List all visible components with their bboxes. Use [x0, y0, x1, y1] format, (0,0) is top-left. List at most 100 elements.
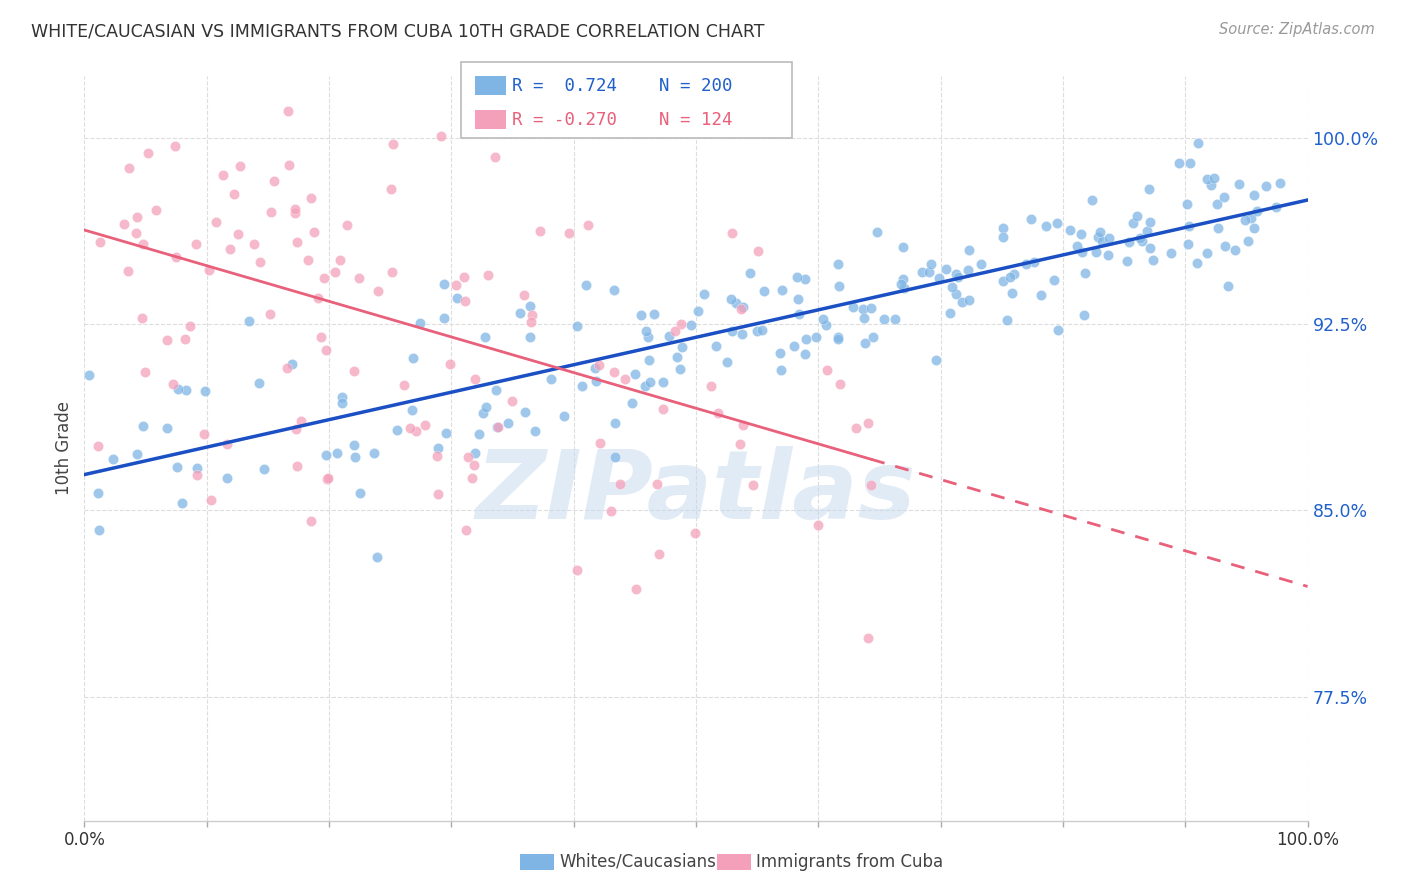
Point	[856, 417, 879, 431]
Point	[1046, 322, 1069, 336]
Point	[624, 582, 647, 597]
Point	[399, 421, 422, 435]
Point	[841, 300, 863, 314]
Point	[634, 324, 657, 338]
Point	[1074, 266, 1097, 280]
Point	[1115, 254, 1137, 268]
Point	[200, 493, 222, 508]
Point	[946, 270, 969, 285]
Point	[285, 235, 308, 249]
Point	[464, 446, 486, 460]
Point	[77, 368, 100, 382]
Point	[456, 523, 478, 537]
Point	[733, 418, 755, 433]
Point	[1197, 246, 1219, 260]
Point	[217, 437, 239, 451]
Point	[860, 301, 883, 316]
Point	[212, 168, 235, 182]
Point	[787, 307, 810, 321]
Point	[529, 224, 551, 238]
Point	[430, 129, 453, 144]
Point	[120, 56, 142, 70]
Point	[862, 330, 884, 344]
Point	[174, 383, 197, 397]
Point	[807, 518, 830, 533]
Point	[1098, 231, 1121, 245]
Point	[380, 182, 402, 196]
Point	[259, 307, 281, 321]
Point	[485, 384, 508, 398]
Point	[247, 376, 270, 390]
Point	[523, 424, 546, 438]
Point	[553, 409, 575, 423]
Point	[366, 549, 388, 564]
Point	[605, 416, 627, 430]
Point	[883, 312, 905, 326]
Point	[872, 312, 894, 326]
Point	[311, 330, 333, 344]
Point	[1139, 241, 1161, 255]
Point	[1199, 178, 1222, 192]
Point	[1216, 278, 1239, 293]
Point	[1059, 222, 1081, 236]
Point	[941, 280, 963, 294]
Point	[330, 396, 353, 410]
Point	[814, 318, 837, 332]
Point	[156, 421, 179, 435]
Point	[520, 308, 543, 322]
Text: Immigrants from Cuba: Immigrants from Cuba	[756, 853, 943, 871]
Point	[302, 225, 325, 239]
Point	[794, 347, 817, 361]
Point	[252, 462, 274, 476]
Point	[87, 439, 110, 453]
Point	[1081, 193, 1104, 207]
Point	[910, 265, 932, 279]
Point	[343, 364, 366, 378]
Point	[721, 226, 744, 240]
Point	[461, 471, 484, 485]
Point	[1213, 239, 1236, 253]
Point	[226, 227, 249, 241]
Point	[434, 426, 457, 441]
Point	[693, 287, 716, 301]
Point	[853, 310, 876, 325]
Point	[1088, 225, 1111, 239]
Point	[699, 378, 721, 392]
Point	[679, 318, 702, 333]
Point	[165, 250, 187, 264]
Point	[945, 268, 967, 282]
Point	[853, 335, 876, 350]
Point	[87, 486, 110, 500]
Point	[156, 333, 179, 347]
Point	[738, 266, 761, 280]
Point	[643, 306, 665, 320]
Point	[1265, 200, 1288, 214]
Point	[683, 526, 706, 541]
Point	[457, 450, 479, 465]
Point	[186, 467, 208, 482]
Point	[731, 326, 754, 341]
Point	[426, 449, 449, 463]
Point	[925, 352, 948, 367]
Point	[299, 191, 322, 205]
Point	[565, 319, 588, 334]
Point	[945, 287, 967, 301]
Point	[827, 258, 849, 272]
Point	[1240, 211, 1263, 226]
Point	[484, 150, 506, 164]
Point	[330, 390, 353, 404]
Point	[957, 293, 980, 308]
Point	[1178, 155, 1201, 169]
Point	[827, 330, 849, 344]
Point	[583, 361, 606, 376]
Point	[468, 427, 491, 442]
Point	[1087, 230, 1109, 244]
Point	[238, 313, 260, 327]
Point	[260, 204, 283, 219]
Point	[520, 315, 543, 329]
Point	[409, 316, 432, 330]
Point	[769, 345, 792, 359]
Point	[648, 547, 671, 561]
Point	[1268, 176, 1291, 190]
Point	[565, 563, 588, 577]
